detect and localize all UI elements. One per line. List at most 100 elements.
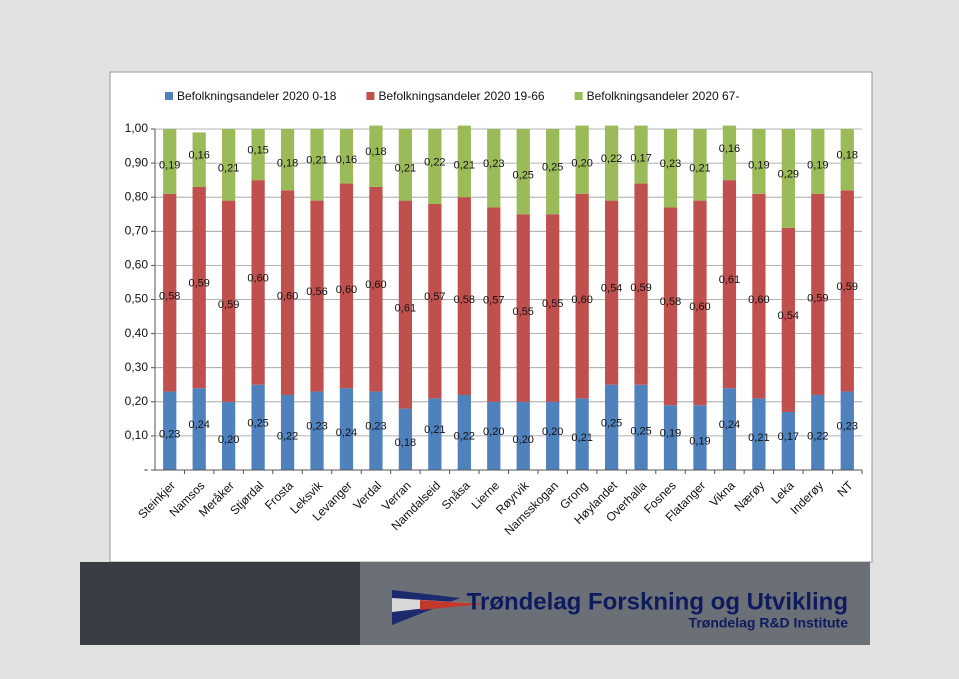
bar-segment: [840, 391, 854, 470]
bar-segment: [310, 391, 324, 470]
data-label: 0,23: [159, 429, 180, 441]
data-label: 0,18: [395, 437, 416, 449]
data-label: 0,21: [218, 163, 239, 175]
data-label: 0,17: [630, 152, 651, 164]
y-tick-label: 0,10: [125, 428, 149, 442]
data-label: 0,20: [218, 434, 239, 446]
bar-segment: [251, 384, 265, 470]
bar-segment: [339, 129, 354, 184]
bar-segment: [546, 129, 560, 215]
y-tick-label: 0,30: [125, 360, 149, 374]
data-label: 0,59: [807, 292, 828, 304]
data-label: 0,54: [601, 283, 622, 295]
data-label: 0,55: [542, 298, 563, 310]
bar-segment: [280, 394, 295, 470]
bar-segment: [516, 214, 530, 402]
data-label: 0,58: [660, 296, 681, 308]
bar-segment: [222, 129, 236, 201]
data-label: 0,23: [660, 158, 681, 170]
data-label: 0,22: [601, 153, 622, 165]
legend-label: Befolkningsandeler 2020 67-: [587, 89, 740, 103]
data-label: 0,25: [601, 417, 622, 429]
data-label: 0,25: [247, 417, 268, 429]
data-label: 0,23: [837, 421, 858, 433]
bar-segment: [192, 388, 206, 470]
y-tick-label: 0,60: [125, 258, 149, 272]
bar-segment: [428, 129, 442, 205]
bar-segment: [811, 193, 825, 395]
footer-subtitle: Trøndelag R&D Institute: [689, 615, 849, 631]
bar-segment: [251, 129, 265, 181]
bar-segment: [752, 193, 766, 399]
data-label: 0,21: [689, 163, 710, 175]
bar-segment: [280, 129, 295, 191]
data-label: 0,60: [247, 272, 268, 284]
data-label: 0,21: [395, 163, 416, 175]
bar-segment: [487, 129, 501, 208]
bar-segment: [811, 129, 825, 194]
data-label: 0,21: [424, 424, 445, 436]
data-label: 0,21: [748, 432, 769, 444]
y-tick-label: 0,40: [125, 326, 149, 340]
bar-segment: [811, 394, 825, 470]
data-label: 0,59: [218, 299, 239, 311]
data-label: 0,23: [483, 158, 504, 170]
data-label: 0,23: [365, 421, 386, 433]
data-label: 0,25: [513, 170, 534, 182]
y-tick-label: 0,70: [125, 223, 149, 237]
data-label: 0,20: [571, 158, 592, 170]
bar-segment: [634, 125, 648, 184]
bar-segment: [428, 204, 442, 399]
data-label: 0,29: [778, 168, 799, 180]
bar-segment: [310, 200, 324, 392]
data-label: 0,55: [513, 306, 534, 318]
y-tick-label: 0,90: [125, 155, 149, 169]
data-label: 0,15: [247, 144, 268, 156]
bar-segment: [663, 129, 678, 208]
data-label: 0,23: [306, 421, 327, 433]
data-label: 0,60: [689, 301, 710, 313]
data-label: 0,16: [719, 143, 740, 155]
bar-segment: [192, 132, 206, 187]
bar-segment: [516, 129, 530, 215]
bar-segment: [222, 401, 236, 470]
data-label: 0,19: [660, 428, 681, 440]
data-label: 0,21: [571, 432, 592, 444]
data-label: 0,61: [395, 303, 416, 315]
bar-segment: [369, 186, 383, 392]
data-label: 0,20: [483, 426, 504, 438]
data-label: 0,60: [365, 279, 386, 291]
bar-segment: [781, 129, 795, 228]
data-label: 0,60: [336, 284, 357, 296]
footer-title: Trøndelag Forskning og Utvikling: [467, 588, 848, 615]
bar-segment: [398, 408, 413, 470]
data-label: 0,57: [424, 291, 445, 303]
data-label: 0,16: [188, 150, 209, 162]
data-label: 0,25: [542, 162, 563, 174]
bar-segment: [693, 200, 707, 406]
bar-segment: [752, 129, 766, 194]
data-label: 0,19: [807, 159, 828, 171]
bar-segment: [398, 129, 413, 201]
y-tick-label: 0,50: [125, 292, 149, 306]
legend-swatch: [366, 92, 375, 100]
bar-segment: [840, 190, 854, 392]
bar-segment: [457, 197, 471, 395]
bar-segment: [457, 125, 471, 198]
bar-segment: [752, 398, 766, 470]
data-label: 0,58: [454, 294, 475, 306]
bar-segment: [163, 193, 177, 392]
bar-segment: [339, 183, 354, 389]
bar-segment: [163, 391, 177, 470]
bar-segment: [722, 180, 737, 389]
data-label: 0,58: [159, 291, 180, 303]
bar-segment: [192, 186, 206, 389]
bar-segment: [693, 405, 707, 470]
data-label: 0,24: [719, 419, 740, 431]
y-tick-label: 1,00: [125, 121, 149, 135]
bar-segment: [722, 125, 737, 181]
bar-segment: [457, 394, 471, 470]
data-label: 0,59: [630, 282, 651, 294]
bar-segment: [369, 125, 383, 187]
